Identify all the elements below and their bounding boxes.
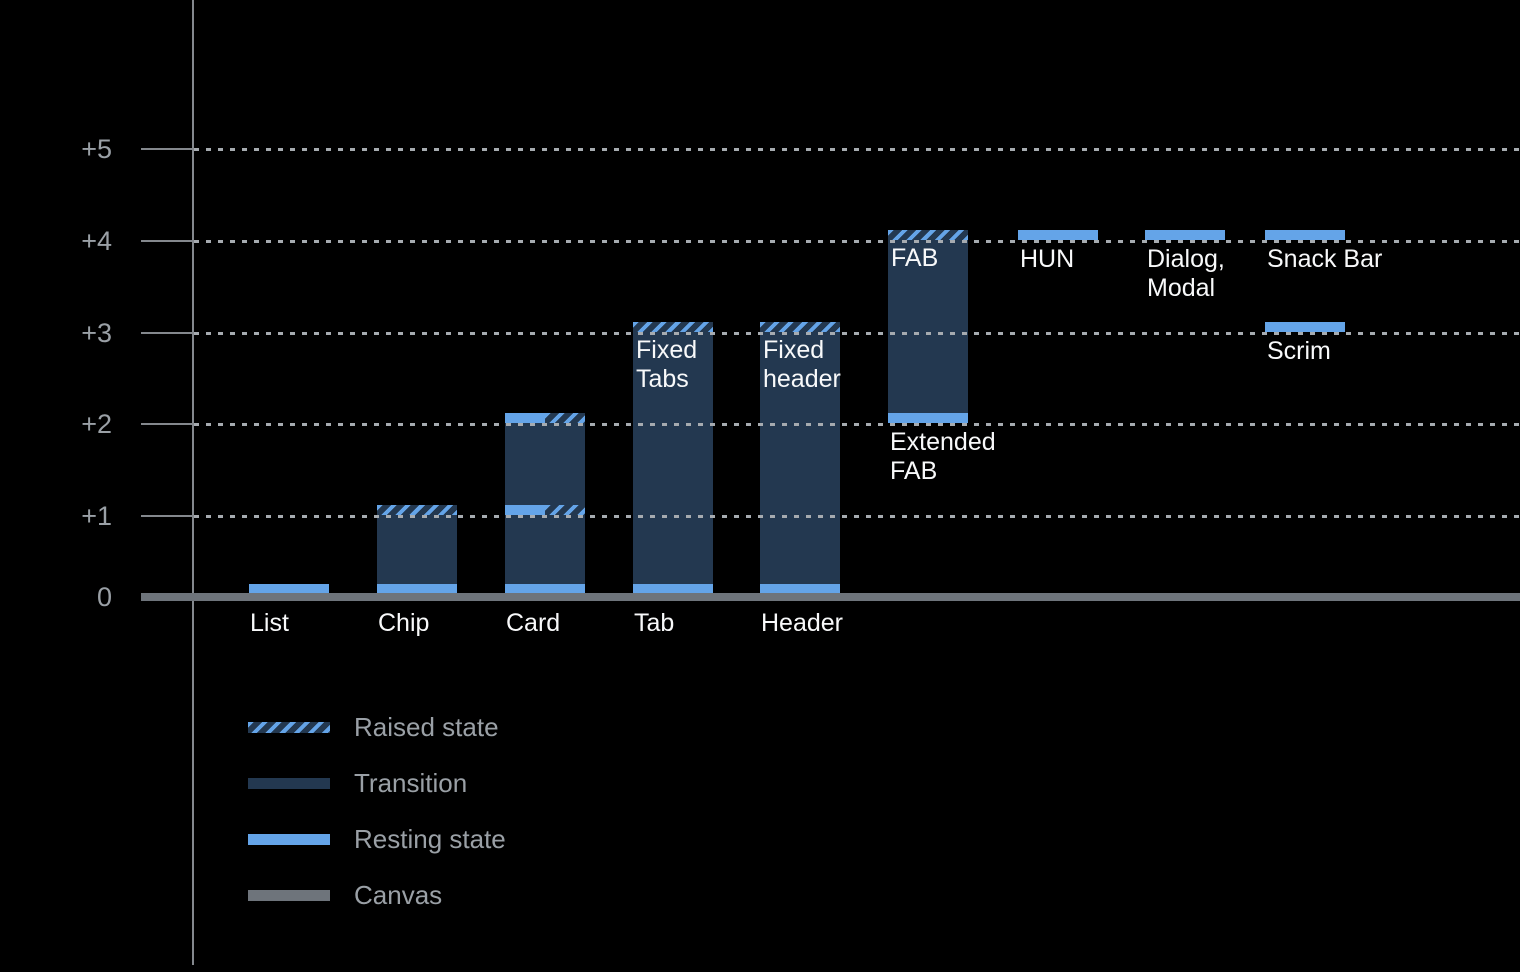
bar-chip-raised-band bbox=[377, 505, 457, 516]
bar-chip-resting-band bbox=[377, 584, 457, 593]
bar-label-chip: Chip bbox=[378, 609, 430, 637]
legend-item-transition: Transition bbox=[248, 755, 506, 811]
bar-chip-transition bbox=[377, 515, 457, 584]
bar-dialog-modal-resting-band bbox=[1145, 229, 1225, 240]
y-tick-label-+2: +2 bbox=[81, 409, 112, 440]
legend-item-resting-state: Resting state bbox=[248, 811, 506, 867]
bar-label-extended-fab: FAB bbox=[891, 243, 939, 272]
y-tick-label-+3: +3 bbox=[81, 317, 112, 348]
legend-swatch-transition bbox=[248, 777, 330, 789]
bar-tab-resting-band bbox=[633, 584, 713, 593]
bar-label-tab: Fixed Tabs bbox=[636, 335, 698, 393]
bar-card-resting-band bbox=[505, 505, 545, 516]
bar-hun-resting-band bbox=[1018, 229, 1098, 240]
bar-list-resting-band bbox=[249, 584, 329, 593]
bar-snack-bar-resting-band bbox=[1265, 229, 1345, 240]
y-axis-line bbox=[192, 0, 194, 965]
bar-label-header: Header bbox=[761, 609, 843, 637]
y-axis-tick-+5 bbox=[141, 148, 193, 150]
gridline-+5 bbox=[194, 148, 1520, 151]
legend-swatch-raised bbox=[248, 721, 330, 733]
bar-tab-raised-band bbox=[633, 321, 713, 332]
bar-card-resting-band bbox=[505, 413, 545, 424]
bar-card-raised-band bbox=[545, 505, 585, 516]
bar-header-raised-band bbox=[760, 321, 840, 332]
bar-card-transition bbox=[505, 423, 585, 584]
bar-label-scrim: Scrim bbox=[1267, 336, 1331, 365]
y-tick-label-0: 0 bbox=[96, 582, 112, 612]
bar-card-raised-band bbox=[545, 413, 585, 424]
y-axis-tick-+1 bbox=[141, 515, 193, 518]
legend-item-raised-state: Raised state bbox=[248, 699, 506, 755]
bar-extended-fab-resting-band bbox=[888, 413, 968, 424]
bar-card-resting-band bbox=[505, 584, 585, 593]
gridline-+4 bbox=[194, 239, 1520, 243]
bar-label-list: List bbox=[250, 609, 289, 637]
bar-label-header: Fixed header bbox=[763, 335, 841, 393]
bar-extended-fab-transition bbox=[888, 239, 968, 414]
gridline-+2 bbox=[194, 423, 1520, 427]
legend-swatch-resting bbox=[248, 833, 330, 845]
legend: Raised state Transition Resting state Canva… bbox=[248, 699, 506, 923]
bar-scrim-resting-band bbox=[1265, 321, 1345, 332]
legend-label: Resting state bbox=[354, 824, 506, 854]
bar-label-hun: HUN bbox=[1020, 244, 1075, 273]
legend-label: Transition bbox=[354, 768, 468, 798]
legend-label: Canvas bbox=[354, 880, 443, 910]
bar-label-snack-bar: Snack Bar bbox=[1267, 244, 1383, 273]
bar-tab-transition bbox=[633, 331, 713, 584]
y-tick-label-+5: +5 bbox=[81, 134, 112, 164]
y-axis-tick-+2 bbox=[141, 423, 193, 426]
bar-header-resting-band bbox=[760, 584, 840, 593]
bar-extended-fab-raised-band bbox=[888, 229, 968, 240]
gridline-+1 bbox=[194, 515, 1520, 519]
bar-label-extended-fab: Extended FAB bbox=[890, 428, 996, 486]
bar-header-transition bbox=[760, 331, 840, 584]
legend-item-canvas: Canvas bbox=[248, 867, 506, 923]
gridline-+3 bbox=[194, 331, 1520, 335]
y-axis-tick-+3 bbox=[141, 331, 193, 334]
bar-label-tab: Tab bbox=[634, 609, 675, 637]
y-tick-label-+4: +4 bbox=[81, 225, 112, 256]
legend-label: Raised state bbox=[354, 712, 499, 742]
bar-label-dialog-modal: Dialog, Modal bbox=[1147, 244, 1225, 302]
legend-swatch-canvas bbox=[248, 889, 330, 901]
y-tick-label-+1: +1 bbox=[81, 501, 112, 532]
canvas-baseline bbox=[141, 593, 1520, 601]
bar-label-card: Card bbox=[506, 609, 561, 637]
y-axis-tick-+4 bbox=[141, 239, 193, 242]
